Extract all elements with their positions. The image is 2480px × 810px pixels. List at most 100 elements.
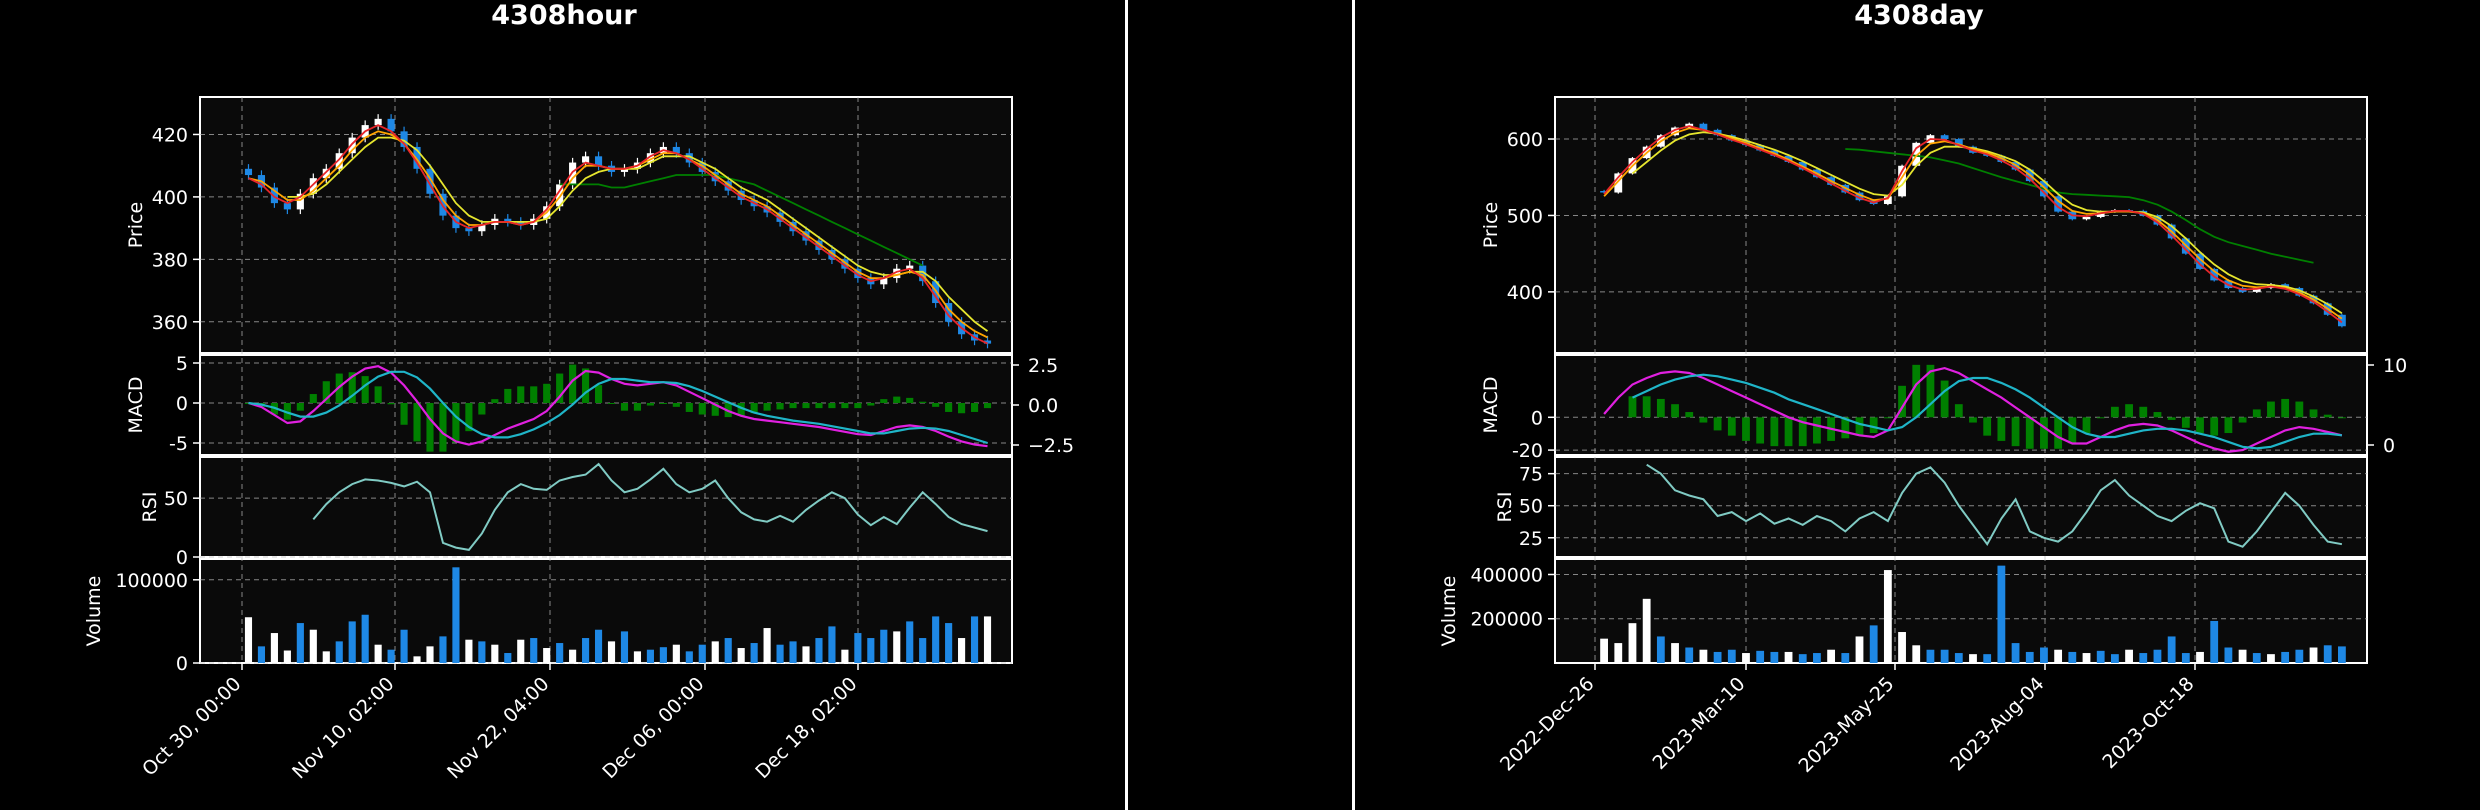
macd-hist-bar bbox=[1742, 417, 1750, 441]
macd-hist-bar bbox=[2153, 412, 2162, 418]
macd-hist-bar bbox=[1997, 417, 2006, 441]
volume-bar bbox=[594, 629, 603, 663]
volume-bar bbox=[1742, 653, 1750, 663]
candle-body bbox=[517, 221, 525, 225]
volume-bar bbox=[1699, 649, 1708, 663]
macd-hist-bar bbox=[2295, 401, 2304, 418]
volume-bar bbox=[789, 641, 797, 663]
macd-right-tick-label: 0.0 bbox=[1028, 395, 1058, 417]
volume-bar bbox=[1841, 653, 1850, 663]
macd-hist-bar bbox=[400, 403, 408, 425]
macd-right-tick-label: 10 bbox=[2383, 355, 2407, 377]
chart-panel-day: 4308day 2022-Dec-26 2023-Mar-10 2023-May-25… bbox=[1352, 0, 2480, 810]
candle-body bbox=[348, 137, 356, 154]
candle-body bbox=[2054, 196, 2063, 212]
volume-bar bbox=[517, 639, 525, 663]
candle-body bbox=[335, 153, 343, 169]
volume-bar bbox=[1926, 649, 1935, 663]
macd-hist-bar bbox=[1813, 417, 1821, 444]
macd-hist-bar bbox=[2125, 404, 2133, 418]
candle-body bbox=[400, 131, 408, 147]
macd-hist-bar bbox=[2252, 409, 2261, 418]
candle-body bbox=[906, 265, 914, 269]
macd-hist-bar bbox=[1841, 417, 1850, 439]
volume-bar bbox=[556, 643, 564, 663]
volume-axis-label: Volume bbox=[83, 576, 105, 647]
macd-hist-bar bbox=[970, 403, 979, 412]
macd-hist-bar bbox=[1940, 380, 1949, 418]
macd-y-tick-label: -20 bbox=[1512, 440, 1543, 462]
x-tick-label: Dec 06, 00:00 bbox=[598, 673, 708, 783]
candle-body bbox=[387, 118, 395, 132]
macd-hist-bar bbox=[1699, 417, 1708, 423]
candle-body bbox=[1954, 139, 1963, 147]
volume-bar bbox=[426, 646, 434, 663]
volume-bar bbox=[387, 649, 395, 663]
volume-bar bbox=[620, 631, 629, 663]
volume-bar bbox=[543, 648, 551, 663]
ma-mid-line bbox=[1603, 127, 2343, 320]
volume-bar bbox=[1671, 643, 1679, 663]
volume-bar bbox=[1869, 625, 1878, 663]
macd-hist-bar bbox=[283, 403, 291, 420]
volume-bar bbox=[283, 650, 291, 663]
candle-body bbox=[737, 190, 745, 201]
candle-body bbox=[296, 193, 304, 210]
macd-hist-bar bbox=[828, 403, 836, 409]
volume-bar bbox=[296, 623, 304, 663]
macd-hist-bar bbox=[2040, 417, 2048, 449]
volume-bar bbox=[1600, 638, 1608, 663]
macd-hist-bar bbox=[2054, 417, 2063, 449]
volume-bar bbox=[1898, 632, 1906, 663]
volume-bar bbox=[1614, 643, 1623, 663]
volume-bar bbox=[685, 651, 693, 663]
volume-bar bbox=[1642, 598, 1651, 663]
volume-bar bbox=[750, 643, 758, 663]
macd-hist-bar bbox=[2096, 417, 2105, 419]
volume-bar bbox=[2267, 654, 2275, 663]
rsi-y-tick-label: 50 bbox=[164, 488, 188, 510]
macd-hist-bar bbox=[530, 386, 538, 403]
macd-hist-bar bbox=[2082, 417, 2091, 434]
volume-bar bbox=[2040, 647, 2048, 663]
macd-hist-bar bbox=[543, 383, 551, 403]
volume-bar bbox=[646, 649, 654, 663]
macd-hist-bar bbox=[2281, 398, 2290, 418]
price-y-tick-label: 400 bbox=[152, 187, 188, 209]
macd-hist-bar bbox=[2167, 417, 2176, 420]
candle-body bbox=[698, 162, 706, 172]
macd-hist-bar bbox=[672, 403, 680, 407]
volume-bar bbox=[1969, 654, 1977, 663]
candle-body bbox=[374, 118, 382, 126]
macd-hist-bar bbox=[309, 394, 317, 403]
volume-bar bbox=[880, 629, 888, 663]
macd-hist-bar bbox=[750, 403, 758, 414]
candle-body bbox=[880, 278, 888, 285]
volume-bar bbox=[1954, 653, 1963, 663]
macd-y-tick-label: 5 bbox=[176, 353, 188, 375]
candle-body bbox=[945, 303, 953, 322]
macd-hist-bar bbox=[685, 403, 693, 412]
macd-right-tick-label: −2.5 bbox=[1028, 435, 1074, 457]
volume-bar bbox=[1784, 651, 1793, 663]
macd-hist-bar bbox=[633, 403, 642, 411]
macd-hist-bar bbox=[1656, 398, 1665, 418]
x-tick-label: Nov 10, 02:00 bbox=[288, 673, 398, 783]
volume-bar bbox=[867, 638, 875, 663]
volume-bar bbox=[465, 639, 473, 663]
macd-hist-bar bbox=[374, 386, 382, 403]
volume-bar bbox=[841, 649, 849, 663]
volume-bar bbox=[2153, 649, 2162, 663]
rsi-line bbox=[1646, 463, 2343, 548]
volume-bar bbox=[270, 633, 278, 663]
volume-bar bbox=[1827, 649, 1836, 663]
candle-body bbox=[1671, 127, 1679, 136]
price-y-tick-label: 500 bbox=[1507, 205, 1543, 227]
volume-bar bbox=[2309, 647, 2318, 663]
rsi-y-tick-label: 75 bbox=[1519, 464, 1543, 486]
macd-hist-bar bbox=[880, 399, 888, 403]
price-axis-label: Price bbox=[125, 202, 147, 248]
macd-hist-bar bbox=[1685, 412, 1694, 418]
price-pane-frame bbox=[199, 96, 1013, 354]
macd-hist-bar bbox=[737, 403, 745, 416]
